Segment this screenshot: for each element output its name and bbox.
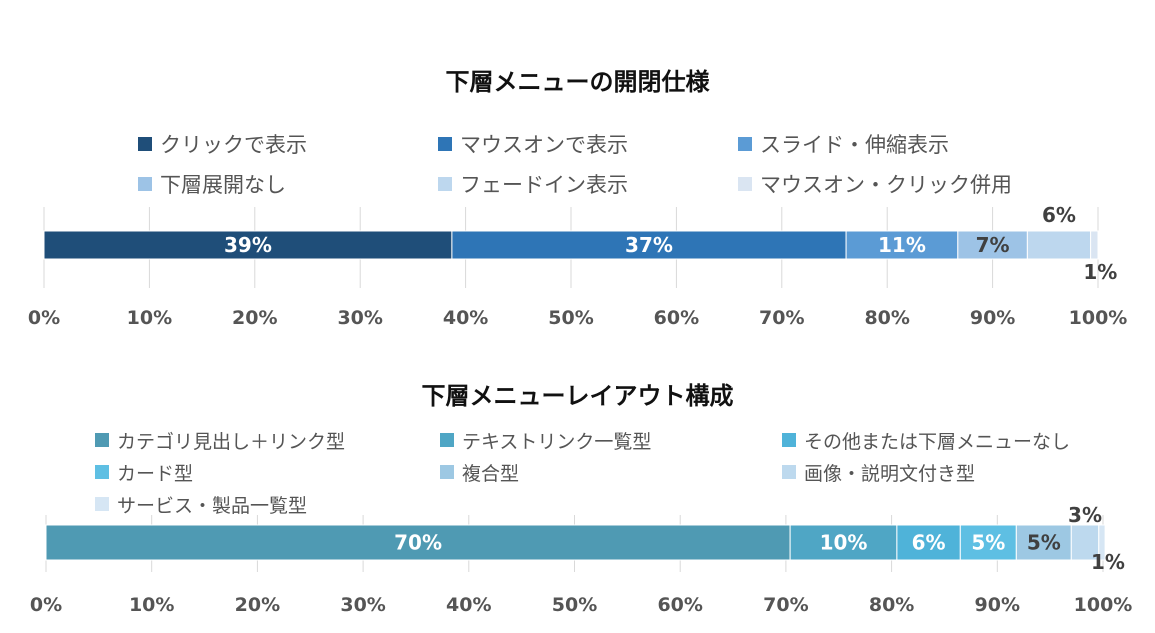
- chart2-tick-label: 30%: [340, 594, 385, 616]
- chart2-legend-item: サービス・製品一覧型: [95, 491, 307, 518]
- chart2-tick-label: 90%: [975, 594, 1020, 616]
- chart1-tick-label: 100%: [1069, 307, 1128, 329]
- legend-swatch: [95, 433, 109, 448]
- chart1-tick-label: 20%: [232, 307, 277, 329]
- chart2-tick-label: 20%: [235, 594, 280, 616]
- legend-label: サービス・製品一覧型: [117, 494, 308, 517]
- chart1-data-label-4: 7%: [976, 233, 1010, 257]
- legend-label: カード型: [117, 462, 194, 485]
- chart1-data-label-6: 1%: [1083, 260, 1117, 284]
- chart2-tick-label: 80%: [869, 594, 914, 616]
- legend-label: 下層展開なし: [160, 173, 286, 198]
- legend-swatch: [95, 497, 109, 512]
- chart2-tick-label: 0%: [30, 594, 62, 616]
- legend-label: クリックで表示: [160, 133, 307, 158]
- legend-label: フェードイン表示: [460, 173, 628, 198]
- chart2-bar-segment-7: [1098, 524, 1106, 561]
- chart1-legend-item: 下層展開なし: [138, 169, 286, 199]
- legend-swatch: [138, 177, 152, 192]
- chart1-tick-label: 50%: [548, 307, 593, 329]
- chart2-legend-item: 複合型: [440, 459, 519, 486]
- chart1-tick-label: 60%: [654, 307, 699, 329]
- chart1-tick-label: 10%: [127, 307, 172, 329]
- chart1-data-label-2: 37%: [625, 233, 673, 257]
- chart2-legend-item: テキストリンク一覧型: [440, 427, 651, 454]
- legend-label: 複合型: [462, 462, 520, 485]
- chart1-legend-item: フェードイン表示: [438, 169, 628, 199]
- chart1-bar-segment-2: [451, 230, 847, 260]
- legend-swatch: [782, 433, 796, 448]
- legend-label: 画像・説明文付き型: [804, 462, 976, 485]
- chart2-data-label-6: 3%: [1068, 503, 1102, 527]
- chart2-tick-label: 70%: [763, 594, 808, 616]
- chart2-legend-item: その他または下層メニューなし: [782, 427, 1070, 454]
- chart1-legend-item: マウスオン・クリック併用: [738, 169, 1012, 199]
- legend-label: テキストリンク一覧型: [462, 430, 652, 453]
- chart1-bar-segment-4: [957, 230, 1028, 260]
- chart2-bar-segment-6: [1070, 524, 1100, 561]
- legend-swatch: [440, 465, 454, 480]
- legend-swatch: [95, 465, 109, 480]
- chart2-tick-label: 10%: [129, 594, 174, 616]
- chart2-legend-item: 画像・説明文付き型: [782, 459, 975, 486]
- chart2-tick-label: 50%: [552, 594, 597, 616]
- chart1-tick-label: 70%: [759, 307, 804, 329]
- chart1-bar-segment-3: [845, 230, 959, 260]
- chart1-data-label-3: 11%: [878, 233, 926, 257]
- legend-label: その他または下層メニューなし: [804, 430, 1071, 453]
- chart2-data-label-3: 6%: [912, 531, 946, 555]
- legend-label: スライド・伸縮表示: [760, 133, 949, 158]
- chart1-bar-segment-5: [1026, 230, 1092, 260]
- chart1-legend-item: スライド・伸縮表示: [738, 129, 949, 159]
- legend-swatch: [738, 177, 752, 192]
- chart2-bar-segment-4: [959, 524, 1017, 561]
- legend-swatch: [440, 433, 454, 448]
- chart1-tick-label: 30%: [337, 307, 382, 329]
- chart2-data-label-7: 1%: [1091, 550, 1125, 574]
- legend-swatch: [738, 137, 752, 152]
- legend-label: マウスオン・クリック併用: [760, 173, 1012, 198]
- chart2-data-label-2: 10%: [820, 531, 868, 555]
- legend-swatch: [438, 137, 452, 152]
- chart1-data-label-1: 39%: [224, 233, 272, 257]
- chart2-data-label-1: 70%: [394, 531, 442, 555]
- chart2-bar-segment-1: [45, 524, 791, 561]
- chart1-legend-item: クリックで表示: [138, 129, 307, 159]
- chart1-data-label-5: 6%: [1042, 203, 1076, 227]
- chart1-tick-label: 80%: [864, 307, 909, 329]
- chart1-tick-label: 90%: [970, 307, 1015, 329]
- chart2-title: 下層メニューレイアウト構成: [421, 382, 734, 410]
- chart1-bar-segment-6: [1090, 230, 1099, 260]
- chart2-legend-item: カード型: [95, 459, 193, 486]
- chart2-legend-item: カテゴリ見出し＋リンク型: [95, 427, 345, 454]
- legend-label: マウスオンで表示: [460, 133, 628, 158]
- chart1-tick-label: 0%: [28, 307, 60, 329]
- chart2-tick-label: 60%: [657, 594, 702, 616]
- chart2-bar-segment-5: [1015, 524, 1072, 561]
- chart2-data-label-4: 5%: [971, 531, 1005, 555]
- legend-swatch: [138, 137, 152, 152]
- legend-swatch: [782, 465, 796, 480]
- chart2-tick-label: 100%: [1074, 594, 1133, 616]
- chart1-legend-item: マウスオンで表示: [438, 129, 628, 159]
- chart1-tick-label: 40%: [443, 307, 488, 329]
- chart2-data-label-5: 5%: [1027, 531, 1061, 555]
- legend-label: カテゴリ見出し＋リンク型: [117, 430, 346, 453]
- chart1-title: 下層メニューの開閉仕様: [445, 68, 710, 96]
- legend-swatch: [438, 177, 452, 192]
- chart2-tick-label: 40%: [446, 594, 491, 616]
- chart1-bar-segment-1: [43, 230, 453, 260]
